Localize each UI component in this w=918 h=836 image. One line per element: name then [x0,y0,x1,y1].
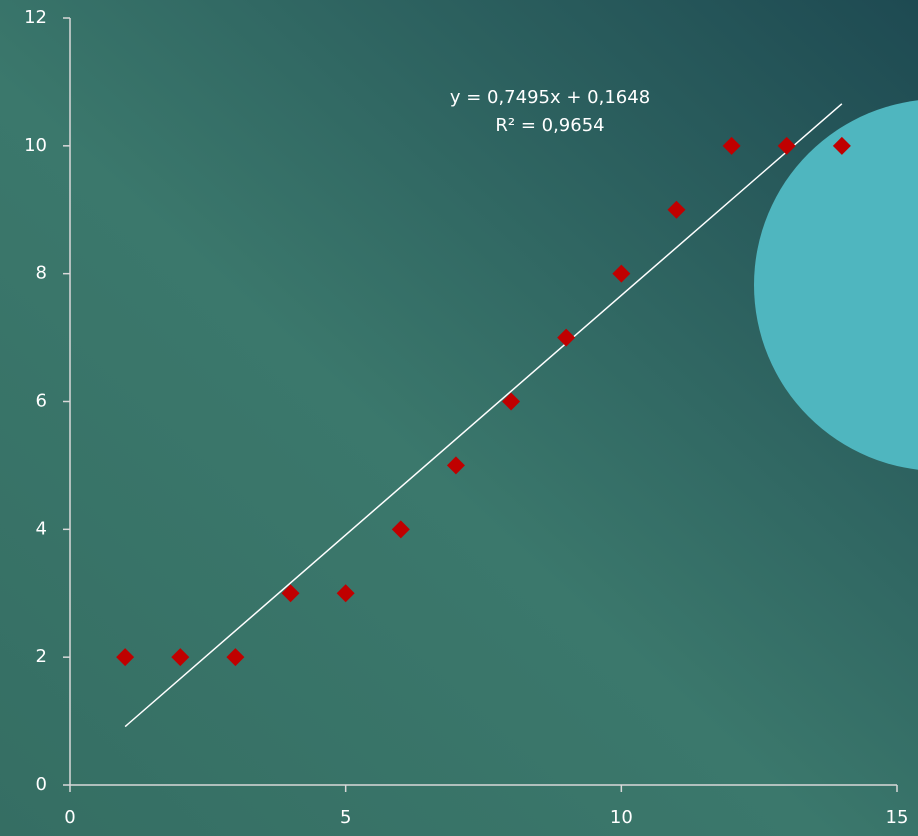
y-tick-label: 12 [24,7,47,28]
x-tick-label: 5 [340,807,351,828]
page: {"chart_data": {"type": "scatter", "x": … [0,0,918,836]
y-tick-label: 10 [24,135,47,156]
y-tick-label: 6 [36,391,47,412]
trendline-r2: R² = 0,9654 [495,115,604,136]
x-tick-label: 0 [64,807,75,828]
x-tick-label: 10 [610,807,633,828]
y-tick-label: 0 [36,774,47,795]
x-tick-label: 15 [886,807,909,828]
y-tick-label: 2 [36,646,47,667]
background [0,0,918,836]
chart: y = 0,7495x + 0,1648 R² = 0,9654 0 2 4 6 8 10… [0,0,918,836]
y-tick-label: 8 [36,263,47,284]
trendline-equation: y = 0,7495x + 0,1648 [450,87,650,108]
y-tick-label: 4 [36,518,47,539]
